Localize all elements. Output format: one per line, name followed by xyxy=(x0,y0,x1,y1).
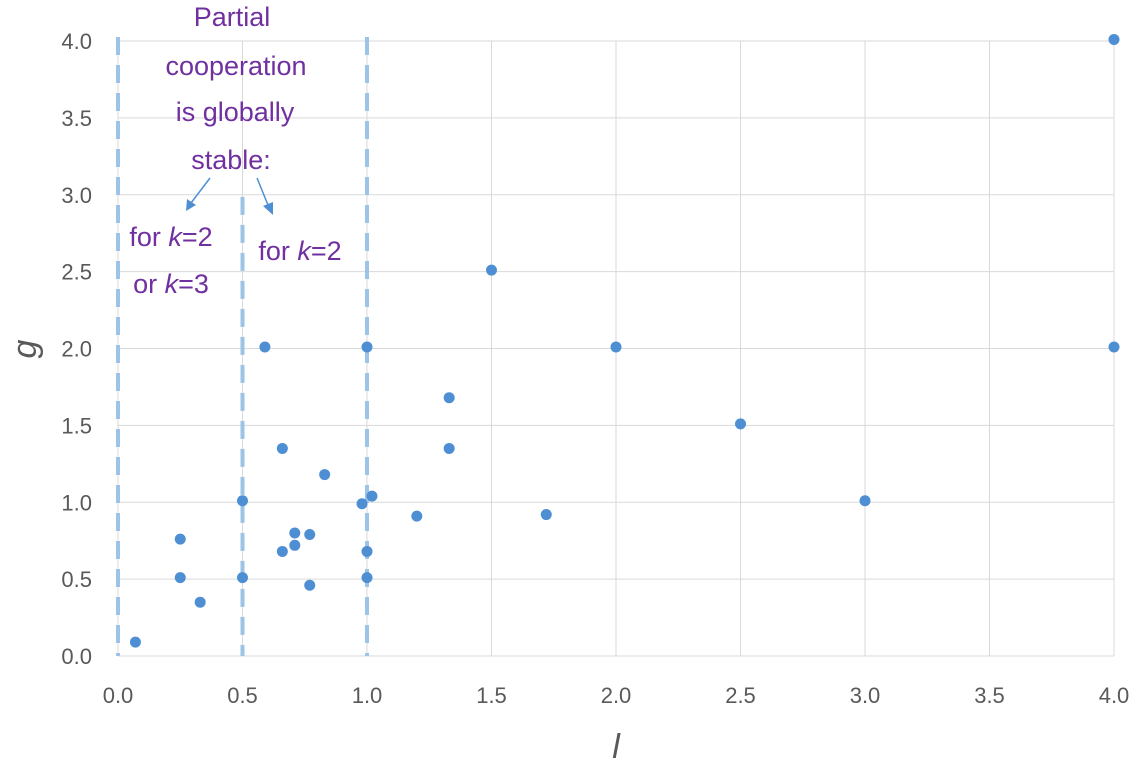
data-point xyxy=(443,392,455,404)
data-point xyxy=(443,442,455,454)
x-tick-label: 0.5 xyxy=(227,683,258,708)
annotation-left-region-line-2: or k=3 xyxy=(133,269,209,299)
annotation-left-suffix-2: =3 xyxy=(178,269,209,299)
y-tick-label: 2.5 xyxy=(61,260,92,285)
arrowhead-right xyxy=(263,202,273,215)
annotation-left-suffix-1: =2 xyxy=(182,222,213,252)
annotation-left-prefix-1: for xyxy=(129,222,168,252)
y-tick-labels: 0.0 0.5 1.0 1.5 2.0 2.5 3.0 3.5 4.0 xyxy=(61,29,92,669)
annotation-left-prefix-2: or xyxy=(133,269,165,299)
data-point xyxy=(276,545,288,557)
data-point xyxy=(356,498,368,510)
annotation-arrows xyxy=(186,177,273,215)
annotation-left-k-2: k xyxy=(165,269,180,299)
x-axis-title: l xyxy=(612,728,621,766)
data-point xyxy=(237,495,248,507)
data-point xyxy=(486,264,497,276)
data-point xyxy=(540,509,552,521)
y-tick-label: 3.5 xyxy=(61,106,92,131)
data-point xyxy=(129,636,141,648)
x-tick-label: 3.5 xyxy=(974,683,1005,708)
annotation-left-k-1: k xyxy=(168,222,183,252)
arrowhead-left xyxy=(186,199,196,211)
annotation-right-region: for k=2 xyxy=(258,236,341,266)
y-tick-label: 4.0 xyxy=(61,29,92,54)
data-point xyxy=(735,418,746,430)
data-point xyxy=(289,539,301,551)
annotation-right-k: k xyxy=(297,236,312,266)
annotation-heading-line-3: is globally xyxy=(176,97,295,127)
data-point xyxy=(366,490,378,502)
y-axis-title: g xyxy=(6,339,44,358)
annotation-heading-line-2: cooperation xyxy=(165,51,306,81)
data-point xyxy=(174,572,186,584)
annotation-right-suffix: =2 xyxy=(311,236,342,266)
x-tick-labels: 0.0 0.5 1.0 1.5 2.0 2.5 3.0 3.5 4.0 xyxy=(103,683,1130,708)
data-point xyxy=(259,341,271,353)
annotation-heading-line-4: stable: xyxy=(191,145,271,175)
data-point xyxy=(304,529,316,541)
data-point xyxy=(361,341,373,353)
x-tick-label: 1.5 xyxy=(476,683,507,708)
arrow-right xyxy=(256,177,269,206)
data-point xyxy=(319,469,331,481)
x-tick-label: 2.0 xyxy=(601,683,632,708)
data-point xyxy=(859,495,871,507)
data-point xyxy=(174,533,186,545)
data-point xyxy=(194,596,206,608)
data-points xyxy=(129,33,1120,648)
data-point xyxy=(304,579,316,591)
data-point xyxy=(610,341,622,353)
y-tick-label: 0.5 xyxy=(61,567,92,592)
x-tick-label: 3.0 xyxy=(850,683,881,708)
data-point xyxy=(1108,33,1120,45)
annotation-heading-line-1: Partial xyxy=(194,2,271,32)
x-tick-label: 0.0 xyxy=(103,683,134,708)
data-point xyxy=(411,510,423,522)
annotation-left-region-line-1: for k=2 xyxy=(129,222,212,252)
data-point xyxy=(361,545,373,557)
y-tick-label: 0.0 xyxy=(61,644,92,669)
data-point xyxy=(289,527,301,539)
x-tick-label: 1.0 xyxy=(352,683,383,708)
y-tick-label: 1.0 xyxy=(61,490,92,515)
data-point xyxy=(361,572,373,584)
annotation-heading: Partial cooperation is globally stable: xyxy=(165,2,306,175)
data-point xyxy=(276,442,288,454)
y-tick-label: 1.5 xyxy=(61,413,92,438)
data-point xyxy=(1108,341,1120,353)
data-point xyxy=(237,572,248,584)
annotation-right-prefix: for xyxy=(258,236,297,266)
y-tick-label: 2.0 xyxy=(61,337,92,362)
x-tick-label: 4.0 xyxy=(1099,683,1130,708)
arrow-left xyxy=(190,177,211,204)
y-tick-label: 3.0 xyxy=(61,183,92,208)
x-tick-label: 2.5 xyxy=(725,683,756,708)
